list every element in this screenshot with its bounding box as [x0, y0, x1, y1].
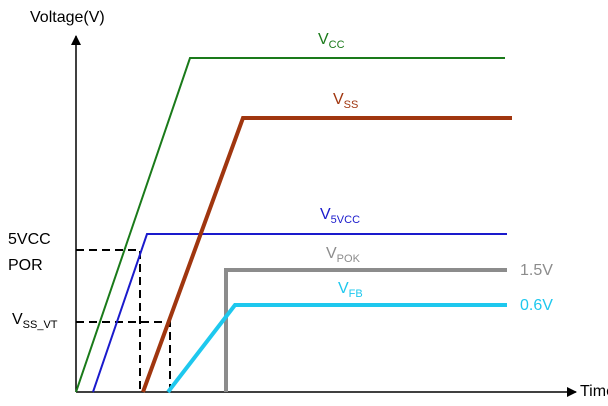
vcc-label: VCC — [318, 31, 345, 51]
ss-vt-label: VSS_VT — [12, 311, 58, 331]
v5vcc-wave — [92, 233, 507, 393]
v5vcc-label: V5VCC — [320, 206, 360, 226]
vcc-wave — [75, 57, 505, 393]
por-label-line2: POR — [8, 257, 43, 274]
x-axis-label: Time — [580, 383, 608, 400]
vfb-label: VFB — [338, 280, 363, 300]
vpok-level: 1.5V — [520, 262, 553, 279]
vfb-level: 0.6V — [520, 297, 553, 314]
por-threshold — [76, 249, 141, 392]
y-axis-label: Voltage(V) — [30, 9, 105, 26]
vss-label: VSS — [333, 91, 358, 111]
vss-wave — [141, 116, 512, 393]
vpok-label: VPOK — [326, 245, 361, 265]
vfb-wave — [166, 303, 507, 394]
por-label-line1: 5VCC — [8, 231, 51, 248]
vpok-wave — [224, 268, 507, 392]
